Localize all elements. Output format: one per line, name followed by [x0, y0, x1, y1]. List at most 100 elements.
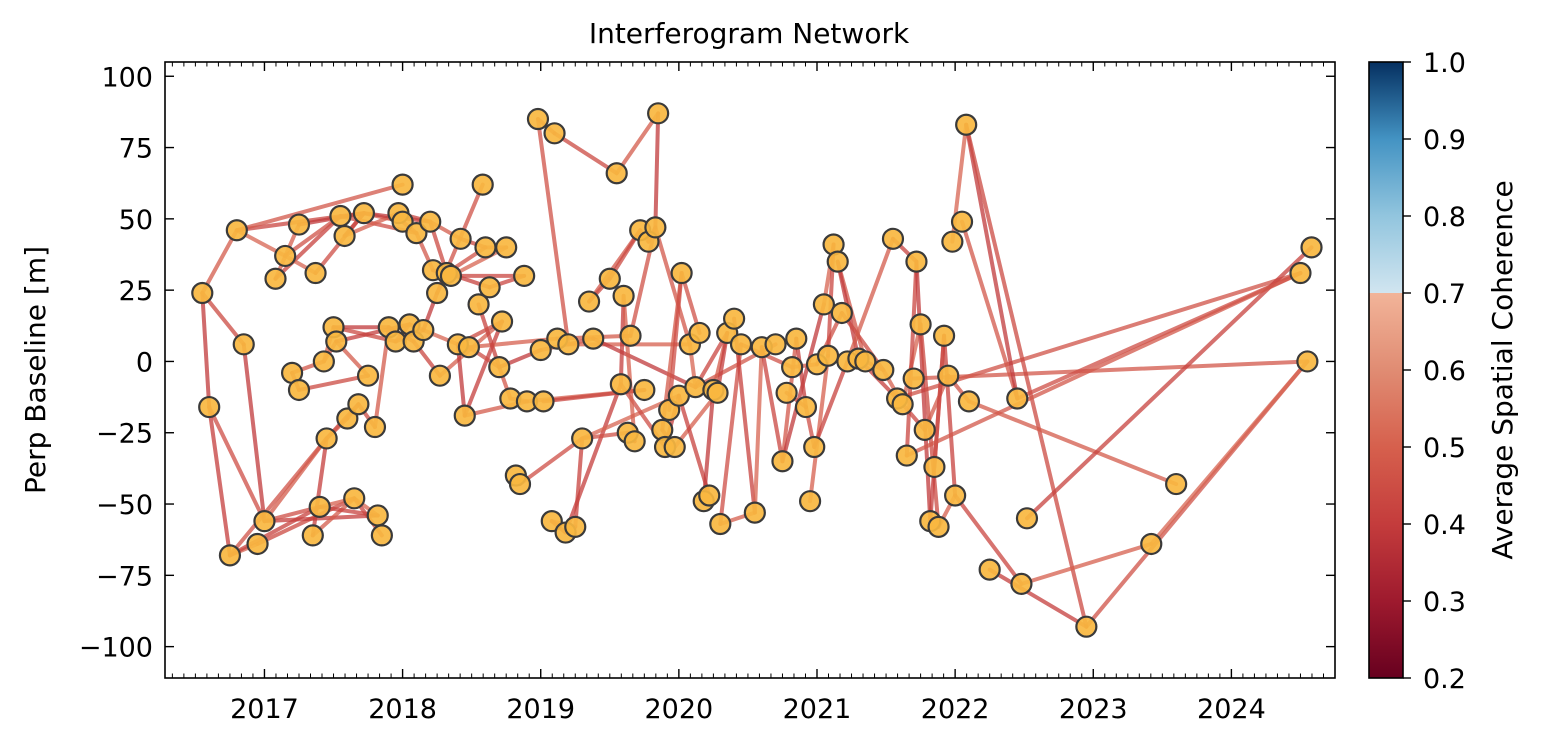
acquisition-point — [978, 558, 1001, 581]
acquisition-point — [526, 107, 550, 131]
network-edge — [845, 236, 895, 364]
x-tick-label: 2024 — [1197, 694, 1266, 725]
acquisition-point — [1015, 507, 1039, 530]
acquisition-point — [1010, 572, 1033, 595]
acquisition-point — [471, 173, 494, 196]
network-edge — [987, 567, 1089, 629]
plot-background — [165, 62, 1335, 678]
network-edge — [614, 111, 661, 176]
acquisition-point — [419, 210, 442, 233]
colorbar-tick-label: 0.4 — [1423, 510, 1466, 541]
acquisition-point — [709, 512, 732, 536]
acquisition-point — [955, 113, 978, 136]
acquisition-point — [412, 318, 435, 342]
y-tick-label: −100 — [79, 633, 153, 664]
network-edge — [241, 342, 267, 524]
acquisition-point — [909, 313, 932, 336]
network-edge — [752, 345, 764, 515]
acquisition-point — [301, 524, 324, 547]
y-axis-label: Perp Baseline [m] — [19, 246, 52, 494]
colorbar-tick-label: 1.0 — [1423, 48, 1466, 79]
acquisition-point — [743, 501, 766, 524]
acquisition-point — [333, 224, 356, 248]
acquisition-point — [329, 204, 352, 228]
network-edge — [283, 214, 343, 258]
network-edge — [701, 387, 716, 504]
acquisition-point — [771, 450, 794, 473]
network-nodes — [191, 102, 1323, 638]
acquisition-point — [532, 390, 555, 413]
y-tick-label: 100 — [101, 62, 153, 93]
colorbar-tick-label: 0.7 — [1423, 279, 1466, 310]
network-edge — [207, 405, 267, 524]
acquisition-point — [816, 344, 840, 367]
acquisition-point — [513, 264, 536, 287]
acquisition-point — [1296, 350, 1319, 373]
acquisition-point — [927, 515, 950, 538]
chart-title: Interferogram Network — [589, 17, 910, 50]
acquisition-point — [315, 427, 338, 450]
network-edge — [953, 493, 1024, 586]
acquisition-point — [764, 333, 787, 356]
network-edge — [234, 182, 405, 233]
network-edge — [964, 122, 1089, 629]
acquisition-point — [232, 333, 255, 356]
acquisition-point — [957, 390, 981, 413]
acquisition-point — [688, 321, 711, 345]
network-edge — [812, 359, 850, 449]
acquisition-point — [706, 381, 729, 404]
acquisition-point — [895, 444, 918, 467]
network-edge — [262, 436, 329, 524]
network-edge — [200, 291, 212, 410]
acquisition-point — [543, 122, 566, 145]
network-edge — [621, 293, 637, 444]
acquisition-point — [623, 430, 646, 453]
acquisition-point — [287, 378, 311, 402]
colorbar-tick-label: 0.5 — [1423, 433, 1466, 464]
network-edge — [262, 513, 380, 524]
acquisition-point — [343, 487, 366, 510]
colorbar-tick-label: 0.6 — [1423, 356, 1466, 387]
acquisition-point — [647, 102, 670, 125]
network-edge — [966, 399, 1179, 487]
network-edge — [904, 259, 919, 458]
acquisition-point — [449, 227, 472, 250]
x-tick-label: 2019 — [506, 694, 575, 725]
network-edge — [535, 117, 571, 347]
acquisition-point — [308, 495, 331, 518]
network-edge — [200, 228, 239, 295]
acquisition-point — [370, 524, 393, 547]
acquisition-point — [287, 213, 311, 236]
acquisition-point — [366, 504, 389, 527]
y-tick-label: 50 — [119, 205, 153, 236]
acquisition-point — [356, 364, 380, 387]
network-edge — [914, 259, 933, 524]
acquisition-point — [1140, 532, 1163, 556]
acquisition-point — [826, 250, 849, 273]
acquisition-point — [923, 455, 946, 479]
network-edge — [227, 504, 322, 558]
acquisition-point — [304, 261, 327, 285]
acquisition-point — [698, 484, 721, 507]
plot-frame — [164, 61, 1336, 679]
acquisition-point — [723, 307, 746, 330]
y-tick-label: −50 — [96, 490, 153, 521]
acquisition-point — [785, 327, 808, 350]
acquisition-point — [453, 404, 476, 427]
acquisition-point — [474, 236, 497, 259]
acquisition-point — [391, 173, 414, 196]
network-edge — [255, 496, 357, 546]
acquisition-point — [881, 227, 905, 250]
network-edge — [808, 353, 831, 504]
acquisition-point — [781, 356, 804, 379]
acquisition-point — [191, 281, 214, 305]
network-edge — [911, 359, 1310, 381]
network-edge — [207, 405, 232, 558]
acquisition-point — [529, 338, 552, 362]
network-edge — [573, 436, 585, 529]
colorbar: 0.2 0.3 0.4 0.5 0.6 0.7 0.8 0.9 1.0 Average Spat… — [1368, 48, 1519, 695]
x-tick-label: 2022 — [921, 694, 990, 725]
colorbar-tick-label: 0.2 — [1423, 664, 1466, 695]
acquisition-point — [684, 376, 707, 399]
network-edge — [932, 333, 947, 469]
